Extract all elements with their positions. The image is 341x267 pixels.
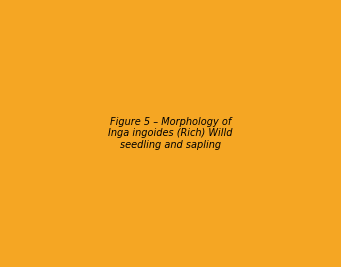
Text: Figure 5 – Morphology of
Inga ingoides (Rich) Willd
seedling and sapling: Figure 5 – Morphology of Inga ingoides (… <box>108 117 233 150</box>
